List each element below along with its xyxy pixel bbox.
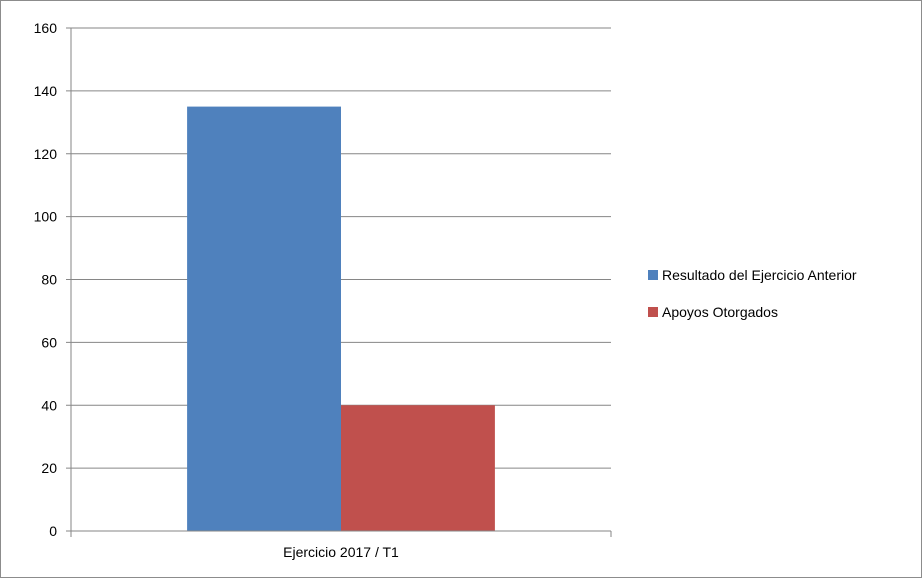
- bars: [187, 106, 495, 531]
- bar-apoyos-otorgados: [341, 405, 495, 531]
- y-tick-label: 20: [41, 460, 57, 476]
- y-tick-label: 140: [34, 83, 58, 99]
- legend-label: Resultado del Ejercicio Anterior: [662, 267, 857, 283]
- y-tick-label: 40: [41, 397, 57, 413]
- legend-label: Apoyos Otorgados: [662, 304, 778, 320]
- legend: Resultado del Ejercicio Anterior Apoyos O…: [648, 267, 857, 320]
- x-tick-labels: Ejercicio 2017 / T1: [283, 544, 399, 560]
- y-tick-label: 80: [41, 272, 57, 288]
- y-tick-label: 160: [34, 20, 58, 36]
- legend-swatch: [648, 307, 658, 317]
- y-tick-label: 60: [41, 334, 57, 350]
- bar-resultado-del-ejercicio-anterior: [187, 106, 341, 531]
- y-tick-labels: 0 20 40 60 80 100 120 140 160: [34, 20, 58, 539]
- legend-swatch: [648, 270, 658, 280]
- x-tick-label: Ejercicio 2017 / T1: [283, 544, 399, 560]
- y-tick-label: 100: [34, 209, 58, 225]
- axes: [66, 27, 612, 537]
- y-tick-label: 120: [34, 146, 58, 162]
- y-tick-label: 0: [49, 523, 57, 539]
